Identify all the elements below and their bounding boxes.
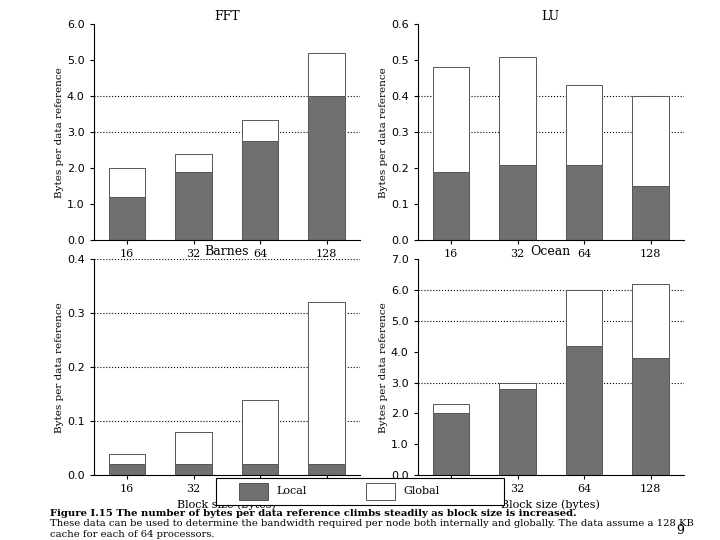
Bar [632, 358, 669, 475]
Bar [109, 454, 145, 464]
X-axis label: Block size (bytes): Block size (bytes) [501, 265, 600, 275]
Bar [433, 414, 469, 475]
Bar [308, 464, 345, 475]
Bar [632, 186, 669, 240]
Bar [308, 302, 345, 464]
Bar [239, 483, 268, 500]
Bar [242, 120, 279, 141]
Text: These data can be used to determine the bandwidth required per node both interna: These data can be used to determine the … [50, 519, 694, 539]
Bar [175, 432, 212, 464]
Bar [499, 165, 536, 240]
Y-axis label: Bytes per data reference: Bytes per data reference [379, 67, 388, 198]
Title: FFT: FFT [214, 10, 240, 23]
Bar [566, 346, 603, 475]
Bar [499, 389, 536, 475]
Bar [242, 400, 279, 464]
Title: LU: LU [541, 10, 560, 23]
Y-axis label: Bytes per data reference: Bytes per data reference [55, 302, 64, 433]
Bar [109, 464, 145, 475]
Bar [308, 53, 345, 96]
FancyBboxPatch shape [216, 478, 504, 505]
Text: Figure I.15 The number of bytes per data reference climbs steadily as block size: Figure I.15 The number of bytes per data… [50, 509, 577, 518]
Text: Local: Local [276, 487, 307, 496]
Text: Global: Global [403, 487, 439, 496]
Bar [175, 172, 212, 240]
Bar [499, 383, 536, 389]
Bar [433, 404, 469, 414]
Bar [242, 464, 279, 475]
Bar [242, 141, 279, 240]
Bar [175, 154, 212, 172]
Title: Ocean: Ocean [531, 245, 571, 258]
Bar [566, 165, 603, 240]
Bar [366, 483, 395, 500]
Y-axis label: Bytes per data reference: Bytes per data reference [379, 302, 388, 433]
Bar [109, 197, 145, 240]
Bar [632, 96, 669, 186]
Bar [109, 168, 145, 197]
X-axis label: Block size (bytes): Block size (bytes) [501, 500, 600, 510]
Bar [566, 290, 603, 346]
Bar [308, 96, 345, 240]
Y-axis label: Bytes per data reference: Bytes per data reference [55, 67, 64, 198]
Bar [175, 464, 212, 475]
Text: 9: 9 [676, 524, 684, 537]
Bar [566, 85, 603, 165]
Bar [632, 284, 669, 358]
Bar [433, 68, 469, 172]
Bar [499, 57, 536, 165]
X-axis label: Block size (bytes): Block size (bytes) [177, 500, 276, 510]
Title: Barnes: Barnes [204, 245, 249, 258]
X-axis label: Block size (bytes): Block size (bytes) [177, 265, 276, 275]
Bar [433, 172, 469, 240]
